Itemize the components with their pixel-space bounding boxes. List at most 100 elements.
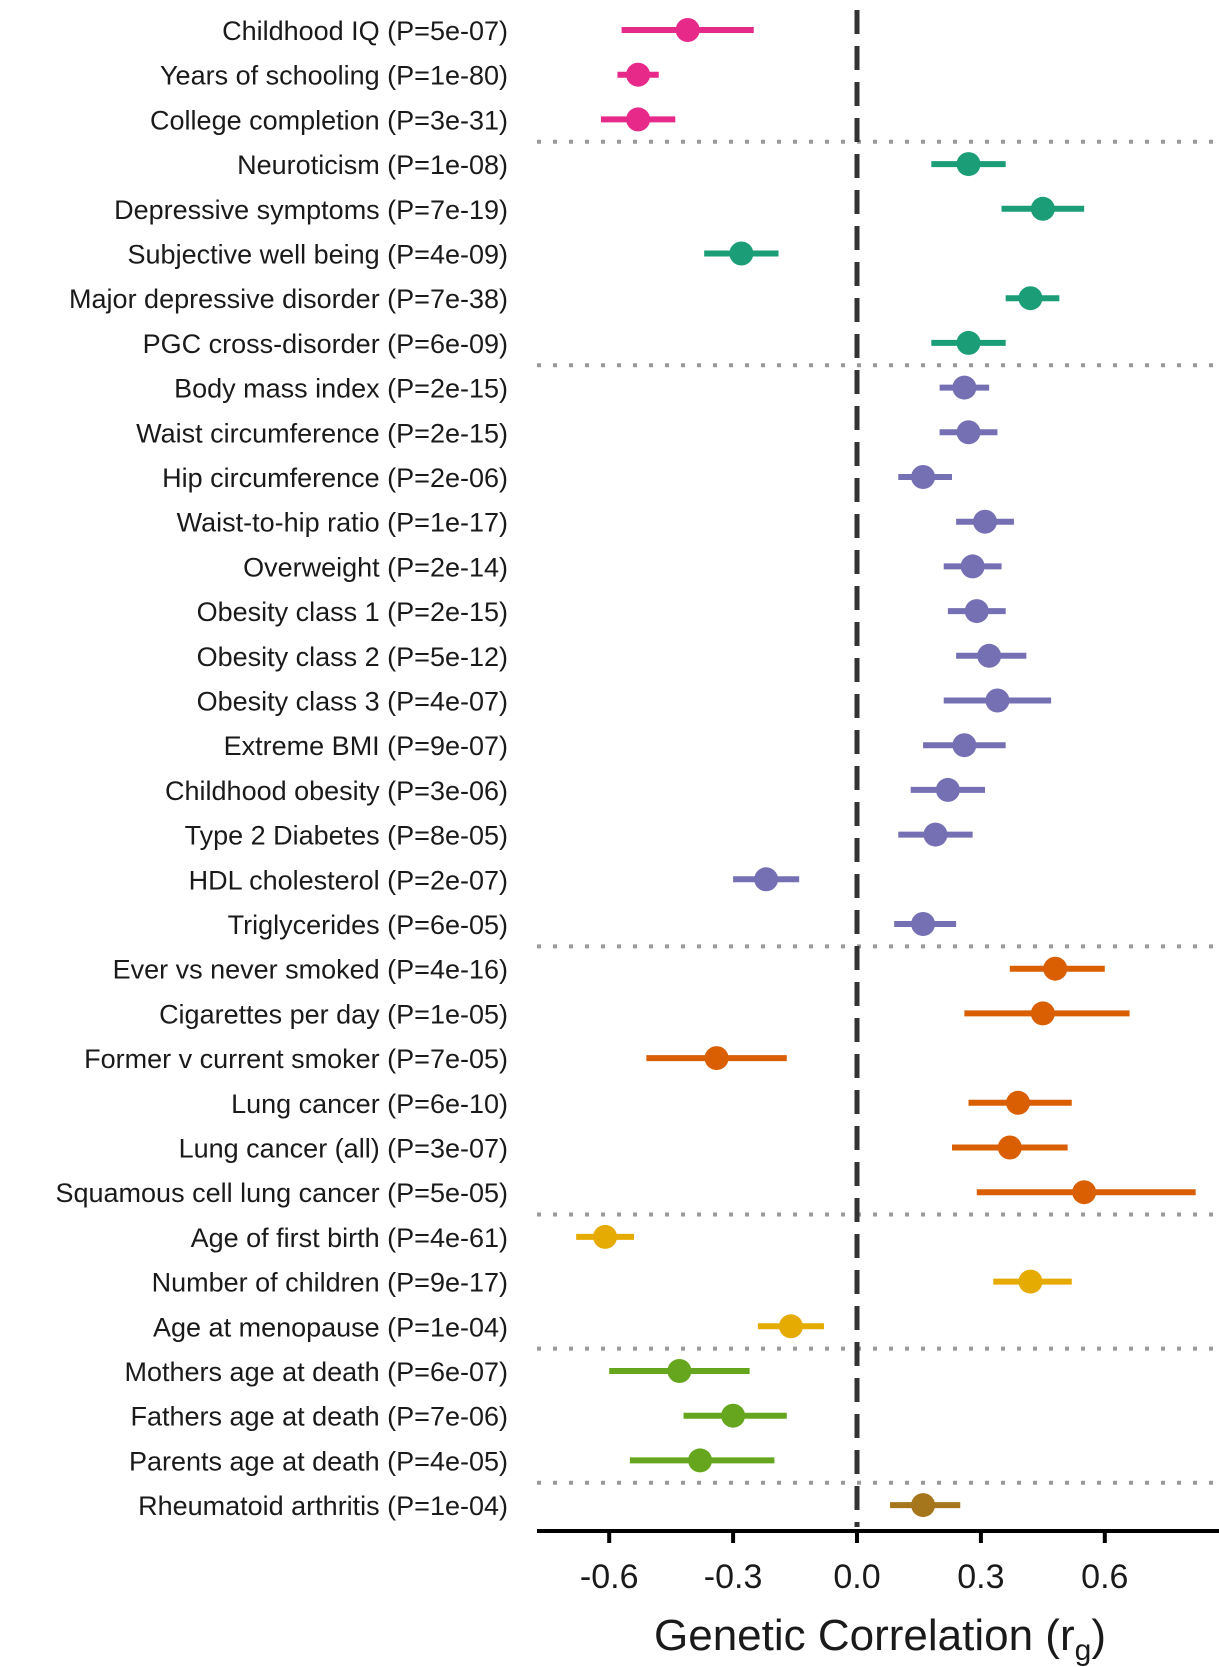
estimate-row (704, 241, 779, 266)
estimate-row (629, 1448, 775, 1473)
x-tick-label: 0.6 (1081, 1558, 1128, 1596)
row-label: Age of first birth (P=4e-61) (191, 1223, 508, 1253)
group-separators (537, 139, 1219, 1485)
point-estimate (1030, 1001, 1055, 1026)
row-label: Obesity class 2 (P=5e-12) (197, 642, 508, 672)
row-label: Former v current smoker (P=7e-05) (84, 1044, 508, 1074)
estimate-row (898, 465, 952, 489)
point-estimate (911, 465, 936, 489)
point-estimate (956, 420, 981, 445)
row-label: HDL cholesterol (P=2e-07) (189, 865, 508, 895)
estimate-row (600, 107, 676, 132)
estimate-row (910, 777, 986, 802)
row-label: Lung cancer (all) (P=3e-07) (179, 1134, 508, 1164)
row-label: Parents age at death (P=4e-05) (129, 1446, 508, 1476)
x-tick-label: -0.3 (704, 1558, 763, 1596)
estimate-row (898, 822, 973, 847)
point-estimate (960, 554, 985, 579)
row-label: Obesity class 3 (P=4e-07) (197, 687, 508, 717)
point-estimate (952, 733, 977, 758)
row-label: Triglycerides (P=6e-05) (228, 910, 508, 940)
estimate-row (617, 62, 659, 87)
point-estimate (1006, 1090, 1031, 1115)
estimate-marks (576, 18, 1196, 1518)
estimate-row (609, 1359, 750, 1383)
estimate-row (943, 554, 1002, 579)
point-estimate (964, 599, 989, 624)
estimate-row (976, 1180, 1196, 1205)
row-label: Number of children (P=9e-17) (152, 1268, 508, 1298)
estimate-row (931, 152, 1006, 177)
point-estimate (593, 1224, 618, 1249)
row-label: Hip circumference (P=2e-06) (162, 463, 508, 493)
x-tick-label: -0.6 (580, 1558, 639, 1596)
point-estimate (721, 1403, 746, 1428)
estimate-row (894, 912, 957, 936)
point-estimate (704, 1046, 729, 1071)
estimate-row (964, 1001, 1130, 1026)
point-estimate (977, 643, 1002, 668)
estimate-row (968, 1090, 1072, 1115)
estimate-row (1005, 286, 1060, 311)
point-estimate (1030, 196, 1055, 221)
row-label: Major depressive disorder (P=7e-38) (69, 284, 508, 314)
point-estimate (997, 1135, 1022, 1160)
estimate-row (923, 733, 1006, 758)
point-estimate (626, 62, 651, 87)
estimate-row (956, 643, 1027, 668)
point-estimate (911, 1493, 936, 1518)
estimate-row (683, 1403, 787, 1428)
x-axis-title-main: Genetic Correlation (r (654, 1611, 1075, 1660)
row-label: Waist-to-hip ratio (P=1e-17) (177, 508, 508, 538)
x-tick-label: 0.3 (957, 1558, 1004, 1596)
row-label: Subjective well being (P=4e-09) (128, 240, 508, 270)
estimate-row (947, 599, 1006, 624)
estimate-row (733, 867, 800, 892)
row-label: Years of schooling (P=1e-80) (160, 61, 508, 91)
estimate-row (931, 330, 1006, 355)
row-label: Childhood obesity (P=3e-06) (165, 776, 508, 806)
x-tick-label: 0.0 (833, 1558, 880, 1596)
row-label: Body mass index (P=2e-15) (174, 374, 508, 404)
row-label: Fathers age at death (P=7e-06) (131, 1402, 509, 1432)
row-label: Rheumatoid arthritis (P=1e-04) (138, 1491, 508, 1521)
x-axis-title-subscript: g (1075, 1634, 1092, 1667)
point-estimate (911, 912, 936, 936)
row-label: Squamous cell lung cancer (P=5e-05) (55, 1178, 508, 1208)
row-label: Waist circumference (P=2e-15) (136, 418, 508, 448)
row-labels: Childhood IQ (P=5e-07) Years of schooling… (55, 16, 508, 1521)
point-estimate (973, 509, 998, 534)
row-label: College completion (P=3e-31) (150, 105, 508, 135)
row-label: Childhood IQ (P=5e-07) (222, 16, 508, 46)
x-axis-title: Genetic Correlation (rg) (654, 1611, 1106, 1667)
x-ticks: -0.6 -0.3 0.0 0.3 0.6 (580, 1531, 1128, 1596)
row-label: Age at menopause (P=1e-04) (153, 1312, 508, 1342)
point-estimate (1018, 286, 1043, 311)
row-label: Neuroticism (P=1e-08) (237, 150, 508, 180)
x-axis-title-close: ) (1091, 1611, 1106, 1660)
row-label: Overweight (P=2e-14) (243, 552, 508, 582)
estimate-row (646, 1046, 787, 1071)
point-estimate (675, 18, 700, 42)
point-estimate (923, 822, 948, 847)
estimate-row (943, 688, 1052, 713)
point-estimate (688, 1448, 713, 1473)
point-estimate (754, 867, 779, 892)
row-label: Type 2 Diabetes (P=8e-05) (185, 821, 508, 851)
point-estimate (956, 152, 981, 177)
estimate-row (1009, 956, 1105, 981)
point-estimate (729, 241, 754, 266)
estimate-row (956, 509, 1014, 534)
x-axis: -0.6 -0.3 0.0 0.3 0.6 (537, 1529, 1219, 1596)
estimate-row (951, 1135, 1068, 1160)
row-label: PGC cross-disorder (P=6e-09) (143, 329, 508, 359)
point-estimate (1043, 956, 1068, 981)
point-estimate (956, 330, 981, 355)
point-estimate (952, 375, 977, 400)
estimate-row (1001, 196, 1085, 221)
point-estimate (667, 1359, 692, 1383)
point-estimate (1018, 1269, 1043, 1294)
estimate-row (939, 420, 998, 445)
estimate-row (621, 18, 754, 42)
